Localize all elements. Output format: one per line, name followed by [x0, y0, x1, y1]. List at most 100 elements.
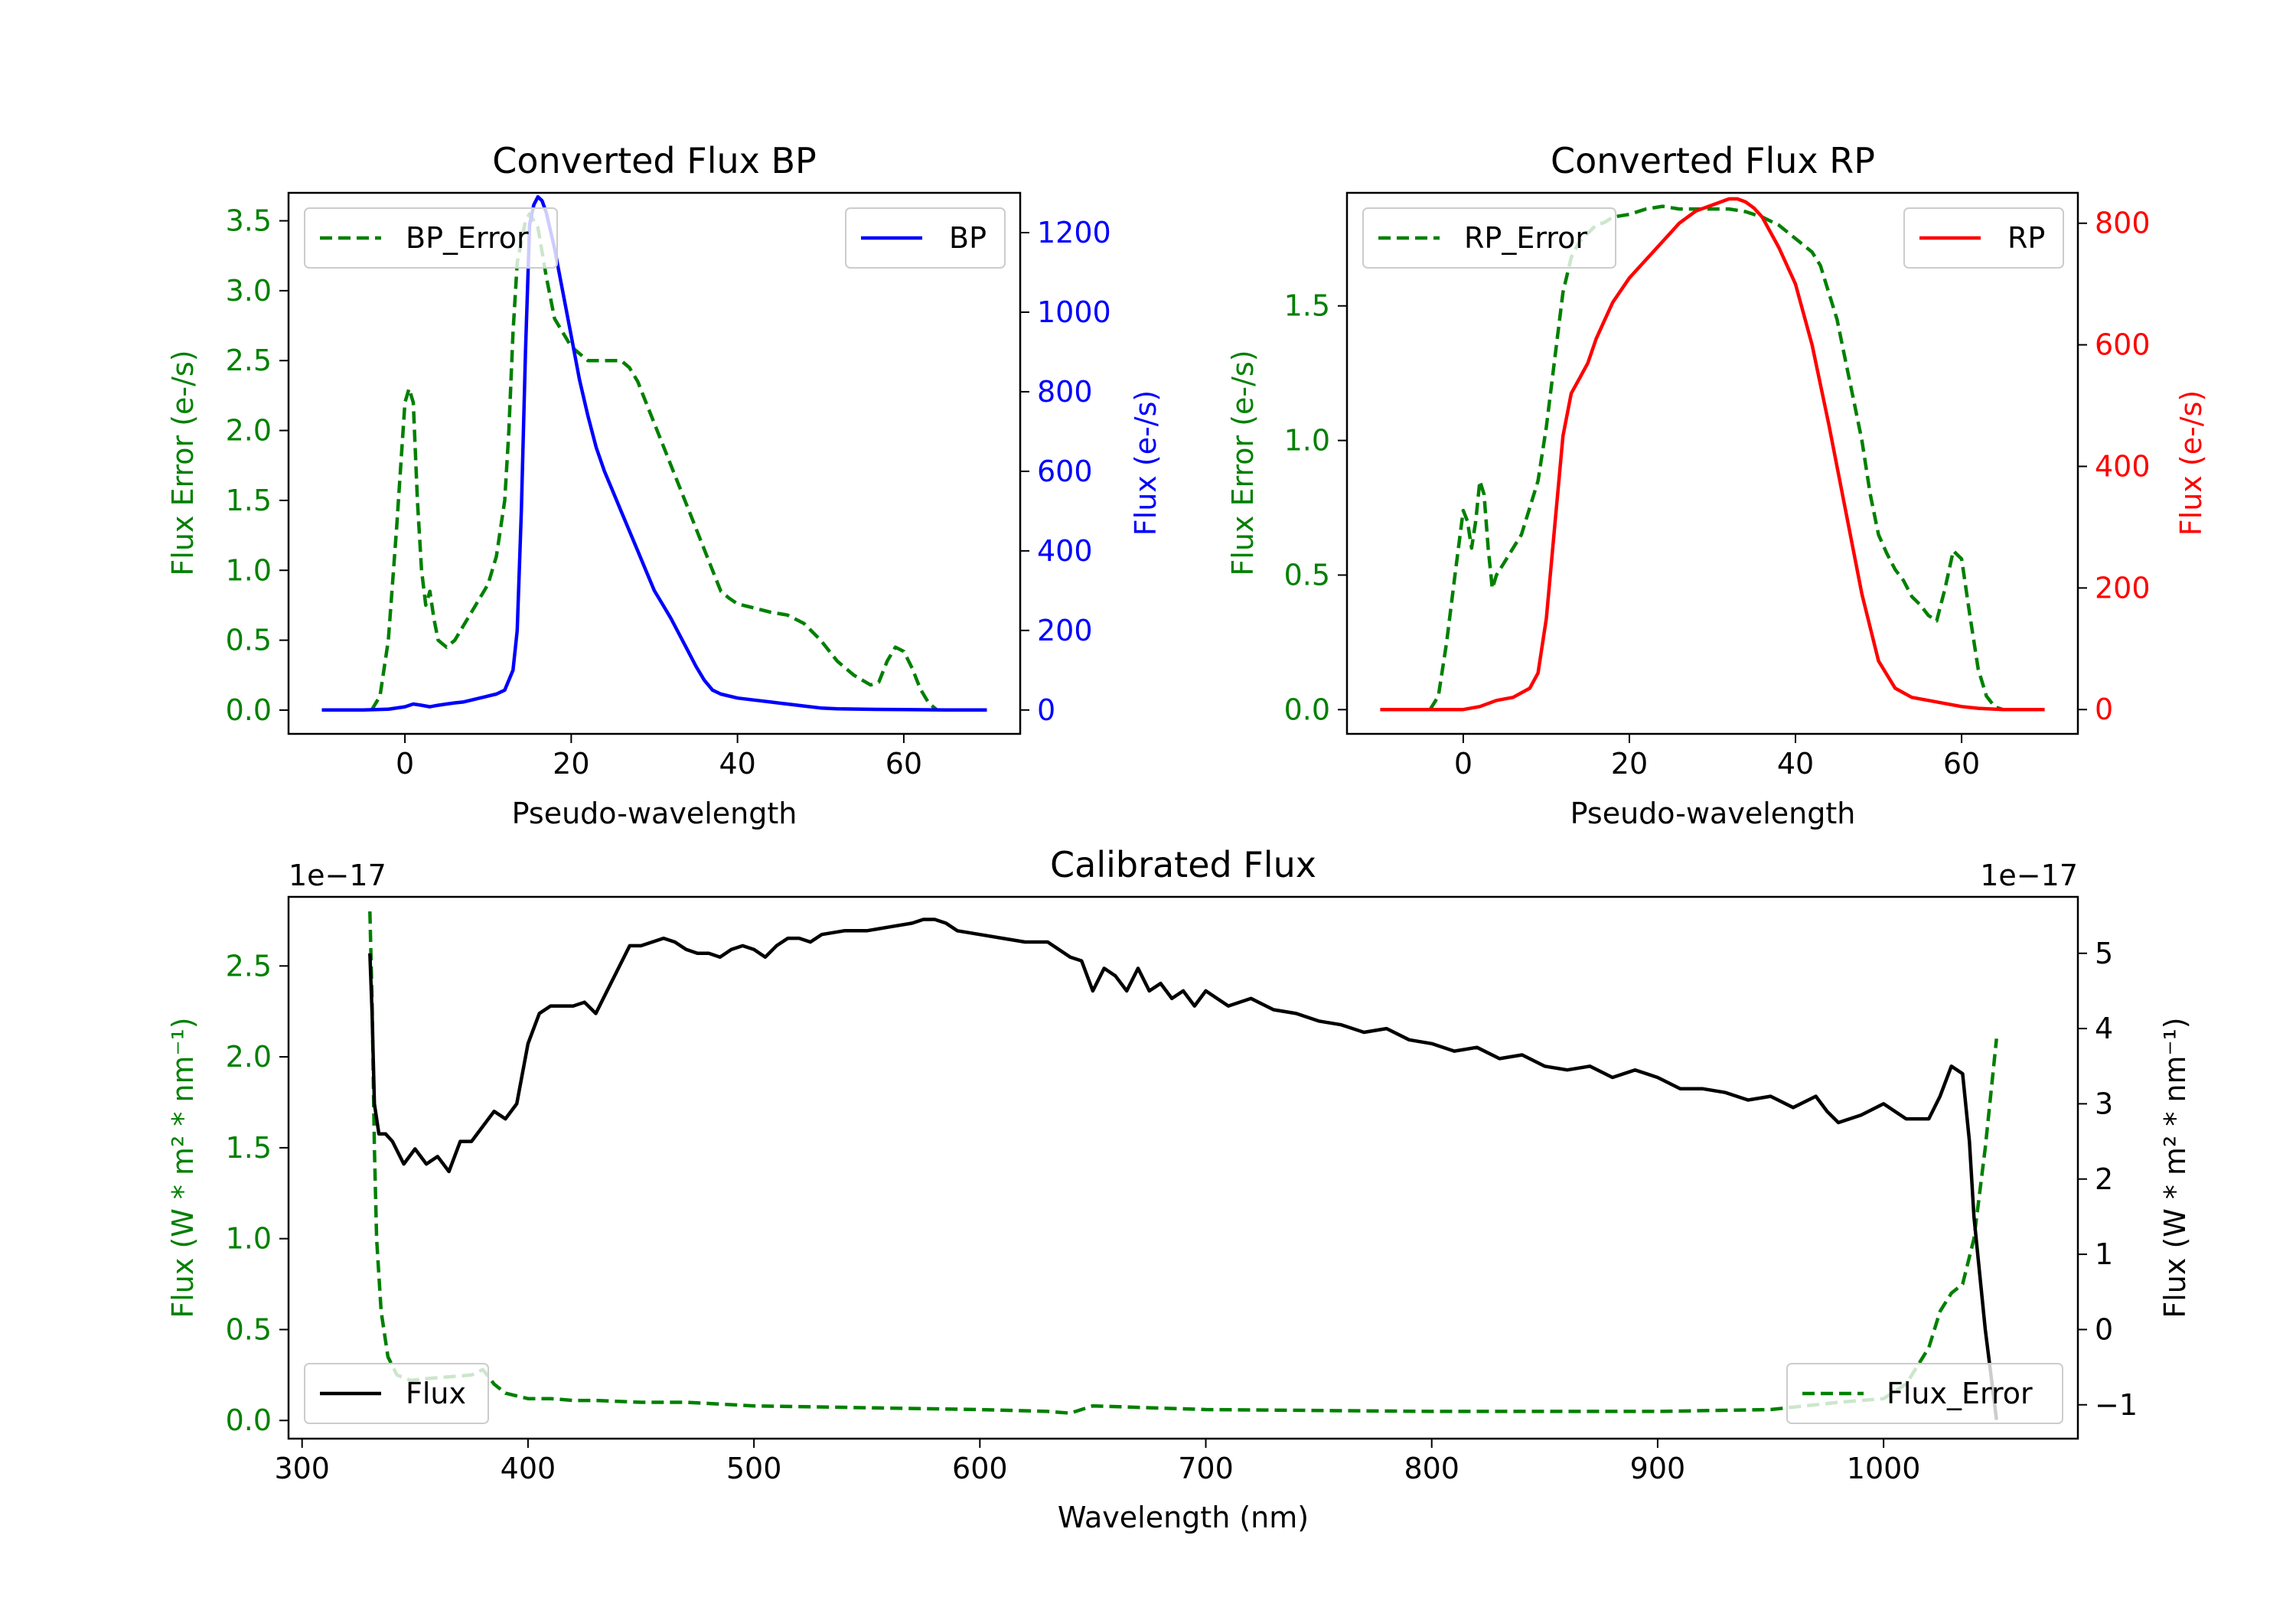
- legend-label-flux: Flux: [406, 1377, 466, 1410]
- x-tick-label: 700: [1178, 1452, 1234, 1485]
- rp-ticks: 0 20 40 60 0.0 0.5 1.0 1.5 0 200 400 600 800: [1284, 207, 2151, 781]
- y-right-tick-label: −1: [2095, 1388, 2138, 1422]
- y-left-tick-label: 1.5: [226, 484, 272, 517]
- y-right-tick-label: 200: [2095, 571, 2151, 605]
- x-tick-label: 600: [952, 1452, 1008, 1485]
- y-left-tick-label: 3.5: [226, 204, 272, 238]
- x-tick-label: 60: [885, 747, 922, 781]
- y-left-tick-label: 0.5: [226, 624, 272, 657]
- rp-plot-area: [1380, 197, 2045, 712]
- legend-box: [845, 207, 1006, 269]
- x-tick-label: 900: [1630, 1452, 1686, 1485]
- y-right-tick-label: 2: [2095, 1162, 2113, 1196]
- y-left-tick-label: 0.5: [226, 1312, 272, 1346]
- cal-plot-area: [368, 911, 1998, 1420]
- y-left-tick-label: 2.5: [226, 344, 272, 377]
- cal-title: Calibrated Flux: [1050, 844, 1316, 885]
- cal-offset-left: 1e−17: [289, 859, 386, 892]
- y-left-tick-label: 0.5: [1284, 558, 1330, 592]
- x-tick-label: 400: [501, 1452, 556, 1485]
- y-right-tick-label: 800: [1037, 375, 1093, 409]
- bp-legend-error: BP_Error: [304, 207, 558, 269]
- y-right-tick-label: 1000: [1037, 295, 1111, 329]
- legend-label-rp: RP: [2007, 221, 2045, 255]
- rp-title: Converted Flux RP: [1551, 140, 1875, 181]
- y-left-tick-label: 0.0: [226, 1403, 272, 1437]
- cal-xlabel: Wavelength (nm): [1058, 1501, 1309, 1534]
- cal-legend-error: Flux_Error: [1786, 1363, 2063, 1424]
- x-tick-label: 300: [274, 1452, 330, 1485]
- rp-ylabel-right: Flux (e-/s): [2174, 390, 2208, 536]
- bp-ylabel-left: Flux Error (e-/s): [166, 350, 200, 575]
- rp-xlabel: Pseudo-wavelength: [1570, 797, 1856, 830]
- x-tick-label: 20: [553, 747, 589, 781]
- cal-axes-frame: [287, 895, 2079, 1440]
- rp-ylabel-left: Flux Error (e-/s): [1226, 350, 1260, 575]
- y-left-tick-label: 0.0: [226, 693, 272, 727]
- y-right-tick-label: 0: [1037, 693, 1055, 727]
- y-left-tick-label: 1.0: [226, 553, 272, 587]
- y-right-tick-label: 400: [1037, 534, 1093, 568]
- x-tick-label: 40: [719, 747, 755, 781]
- cal-ylabel-right: Flux (W * m² * nm⁻¹): [2158, 1017, 2192, 1318]
- y-left-tick-label: 1.5: [1284, 289, 1330, 323]
- legend-label-flux-error: Flux_Error: [1887, 1377, 2033, 1410]
- y-right-tick-label: 4: [2095, 1012, 2113, 1045]
- bp-ticks: 0 20 40 60 0.0 0.5 1.0 1.5 2.0 2.5 3.0 3.5 0 200 400 60…: [226, 204, 1111, 781]
- chart-rp: 0 20 40 60 0.0 0.5 1.0 1.5 0 200 400 600 800 Convert…: [1226, 140, 2208, 830]
- y-right-tick-label: 800: [2095, 207, 2151, 240]
- x-tick-label: 0: [396, 747, 414, 781]
- x-tick-label: 20: [1611, 747, 1648, 781]
- y-left-tick-label: 0.0: [1284, 693, 1330, 726]
- bp-title: Converted Flux BP: [492, 140, 817, 181]
- y-right-tick-label: 0: [2095, 1312, 2113, 1346]
- series-line-rp: [1380, 197, 2045, 712]
- y-right-tick-label: 400: [2095, 449, 2151, 483]
- y-right-tick-label: 3: [2095, 1087, 2113, 1120]
- legend-box: [1903, 207, 2064, 269]
- series-line-rp-error: [1428, 204, 2004, 712]
- rp-legend-flux: RP: [1903, 207, 2064, 269]
- x-tick-label: 800: [1404, 1452, 1459, 1485]
- legend-box: [304, 207, 558, 269]
- y-left-tick-label: 2.0: [226, 414, 272, 448]
- y-right-tick-label: 1200: [1037, 216, 1111, 249]
- cal-legend-flux: Flux: [304, 1363, 489, 1424]
- bp-xlabel: Pseudo-wavelength: [512, 797, 797, 830]
- series-line-flux: [368, 918, 1998, 1420]
- legend-box: [304, 1363, 489, 1424]
- legend-box: [1362, 207, 1616, 269]
- bp-legend-flux: BP: [845, 207, 1006, 269]
- x-tick-label: 40: [1777, 747, 1814, 781]
- legend-label-rp-error: RP_Error: [1464, 221, 1587, 255]
- bp-ylabel-right: Flux (e-/s): [1129, 390, 1163, 536]
- y-left-tick-label: 2.5: [226, 949, 272, 983]
- cal-ticks: 300 400 500 600 700 800 900 1000 0.0 0.5 1.0 1.5 2.0…: [226, 937, 2138, 1485]
- x-tick-label: 1000: [1847, 1452, 1921, 1485]
- legend-label-bp: BP: [949, 221, 987, 255]
- cal-offset-right: 1e−17: [1980, 859, 2078, 892]
- series-line-flux-error: [368, 911, 1998, 1415]
- y-right-tick-label: 0: [2095, 693, 2113, 726]
- rp-axes-frame: [1345, 191, 2079, 735]
- series-line-bp-error: [370, 212, 938, 712]
- y-left-tick-label: 2.0: [226, 1040, 272, 1074]
- legend-box: [1786, 1363, 2063, 1424]
- rp-legend-error: RP_Error: [1362, 207, 1616, 269]
- cal-ylabel-left: Flux (W * m² * nm⁻¹): [166, 1017, 200, 1318]
- y-left-tick-label: 1.0: [226, 1222, 272, 1256]
- x-tick-label: 500: [726, 1452, 782, 1485]
- y-left-tick-label: 3.0: [226, 274, 272, 308]
- series-line-bp: [321, 194, 987, 712]
- y-left-tick-label: 1.0: [1284, 424, 1330, 458]
- y-right-tick-label: 5: [2095, 937, 2113, 970]
- y-right-tick-label: 600: [2095, 328, 2151, 362]
- bp-axes-frame: [287, 191, 1022, 735]
- legend-label-bp-error: BP_Error: [406, 221, 529, 255]
- y-right-tick-label: 600: [1037, 455, 1093, 488]
- y-left-tick-label: 1.5: [226, 1131, 272, 1165]
- bp-plot-area: [321, 194, 987, 712]
- y-right-tick-label: 1: [2095, 1237, 2113, 1271]
- x-tick-label: 60: [1943, 747, 1980, 781]
